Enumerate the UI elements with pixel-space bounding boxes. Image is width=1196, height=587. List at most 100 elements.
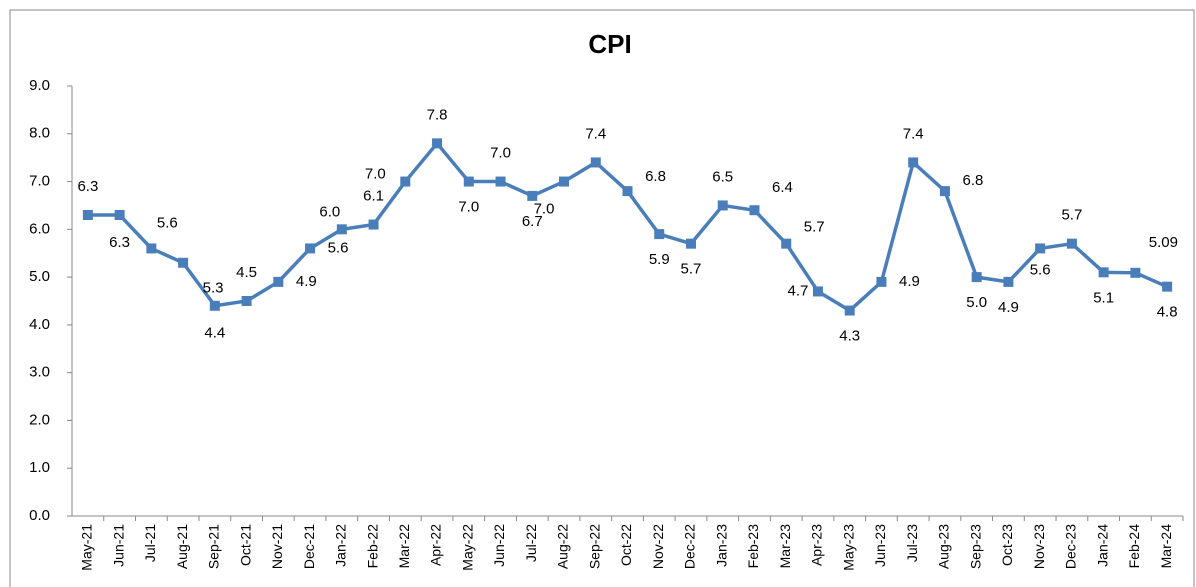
data-point xyxy=(781,238,792,249)
x-tick-label: Mar-23 xyxy=(777,524,793,569)
x-tick-label: Nov-22 xyxy=(650,524,666,569)
data-point xyxy=(82,210,93,220)
x-tick-label: Aug-22 xyxy=(555,524,571,569)
x-tick-label: Jul-22 xyxy=(523,524,539,562)
data-label: 5.9 xyxy=(649,251,670,268)
data-point xyxy=(432,138,443,149)
data-label: 5.6 xyxy=(1030,261,1051,278)
data-label: 7.0 xyxy=(458,199,479,216)
data-label: 4.9 xyxy=(296,273,317,290)
x-tick-label: Sep-21 xyxy=(206,524,222,569)
data-label: 6.8 xyxy=(645,168,666,185)
data-point xyxy=(1035,243,1046,254)
data-label: 6.8 xyxy=(962,172,983,189)
data-label: 6.3 xyxy=(77,178,98,195)
x-tick-label: Feb-22 xyxy=(364,524,380,569)
x-tick-label: Dec-22 xyxy=(682,524,698,569)
x-tick-label: May-21 xyxy=(79,524,95,571)
data-label: 4.3 xyxy=(839,328,860,345)
data-point xyxy=(717,200,728,211)
data-label: 7.4 xyxy=(903,125,924,142)
data-label: 4.8 xyxy=(1157,304,1178,321)
data-label: 7.0 xyxy=(365,166,386,183)
data-label: 7.4 xyxy=(585,125,606,142)
data-label: 5.7 xyxy=(1061,207,1082,224)
chart-title: CPI xyxy=(588,29,631,59)
data-point xyxy=(876,276,887,287)
data-point xyxy=(1162,281,1173,292)
data-label: 5.3 xyxy=(203,280,224,297)
x-tick-label: Oct-22 xyxy=(618,524,634,566)
data-label: 4.9 xyxy=(899,273,920,290)
data-point xyxy=(654,229,665,240)
data-point xyxy=(939,186,950,197)
data-point xyxy=(590,157,601,168)
data-point xyxy=(527,190,538,201)
data-point xyxy=(1098,267,1109,278)
x-tick-label: Feb-24 xyxy=(1126,524,1142,569)
data-label: 6.1 xyxy=(363,188,384,205)
data-label: 6.5 xyxy=(712,168,733,185)
x-tick-label: Jul-21 xyxy=(142,524,158,562)
x-tick-label: Mar-24 xyxy=(1158,524,1174,569)
data-label: 4.9 xyxy=(998,299,1019,316)
data-point xyxy=(1003,276,1014,287)
data-label: 5.6 xyxy=(157,214,178,231)
x-tick-label: Aug-21 xyxy=(174,524,190,569)
data-point xyxy=(336,224,347,235)
x-tick-label: Jan-23 xyxy=(713,524,729,567)
data-point xyxy=(146,243,157,254)
data-label: 7.8 xyxy=(427,106,448,123)
data-point xyxy=(971,272,982,283)
x-tick-label: Jun-23 xyxy=(872,524,888,567)
data-point xyxy=(463,176,474,187)
data-label: 5.09 xyxy=(1149,234,1178,251)
x-tick-label: Aug-23 xyxy=(936,524,952,569)
y-tick-label: 8.0 xyxy=(29,125,50,142)
data-label: 4.5 xyxy=(236,264,257,281)
x-tick-label: Jan-22 xyxy=(333,524,349,567)
x-tick-label: Apr-22 xyxy=(428,524,444,566)
data-label: 6.3 xyxy=(109,234,130,251)
data-label: 5.0 xyxy=(966,294,987,311)
y-tick-label: 7.0 xyxy=(29,173,50,190)
y-tick-label: 4.0 xyxy=(29,316,50,333)
data-label: 6.0 xyxy=(319,203,340,220)
x-tick-label: Jul-23 xyxy=(904,524,920,562)
x-tick-label: Oct-21 xyxy=(237,524,253,566)
data-label: 5.1 xyxy=(1093,289,1114,306)
data-point xyxy=(273,276,284,287)
data-point xyxy=(209,300,220,311)
x-tick-label: Feb-23 xyxy=(745,524,761,569)
x-tick-label: Jun-22 xyxy=(491,524,507,567)
y-tick-label: 9.0 xyxy=(29,77,50,94)
x-tick-label: Apr-23 xyxy=(809,524,825,566)
data-point xyxy=(178,257,189,268)
data-point xyxy=(400,176,411,187)
x-tick-label: Dec-23 xyxy=(1063,524,1079,569)
x-tick-label: Nov-21 xyxy=(269,524,285,569)
data-label: 5.7 xyxy=(681,261,702,278)
data-point xyxy=(1130,267,1141,278)
data-label: 5.6 xyxy=(328,239,349,256)
data-point xyxy=(749,205,760,216)
data-point xyxy=(844,305,855,316)
x-tick-label: Jun-21 xyxy=(110,524,126,567)
x-tick-label: Oct-23 xyxy=(999,524,1015,566)
data-label: 6.4 xyxy=(772,179,793,196)
y-tick-label: 0.0 xyxy=(29,507,50,524)
x-tick-label: Sep-23 xyxy=(967,524,983,569)
data-label: 5.7 xyxy=(804,219,825,236)
x-tick-label: Nov-23 xyxy=(1031,524,1047,569)
data-point xyxy=(114,210,125,220)
x-tick-label: Dec-21 xyxy=(301,524,317,569)
data-point xyxy=(305,243,316,254)
x-tick-label: Jan-24 xyxy=(1094,524,1110,567)
y-tick-label: 2.0 xyxy=(29,411,50,428)
data-point xyxy=(812,286,823,297)
x-tick-label: Sep-22 xyxy=(586,524,602,569)
data-label: 6.7 xyxy=(522,213,543,230)
y-tick-label: 5.0 xyxy=(29,268,50,285)
data-point xyxy=(495,176,506,187)
